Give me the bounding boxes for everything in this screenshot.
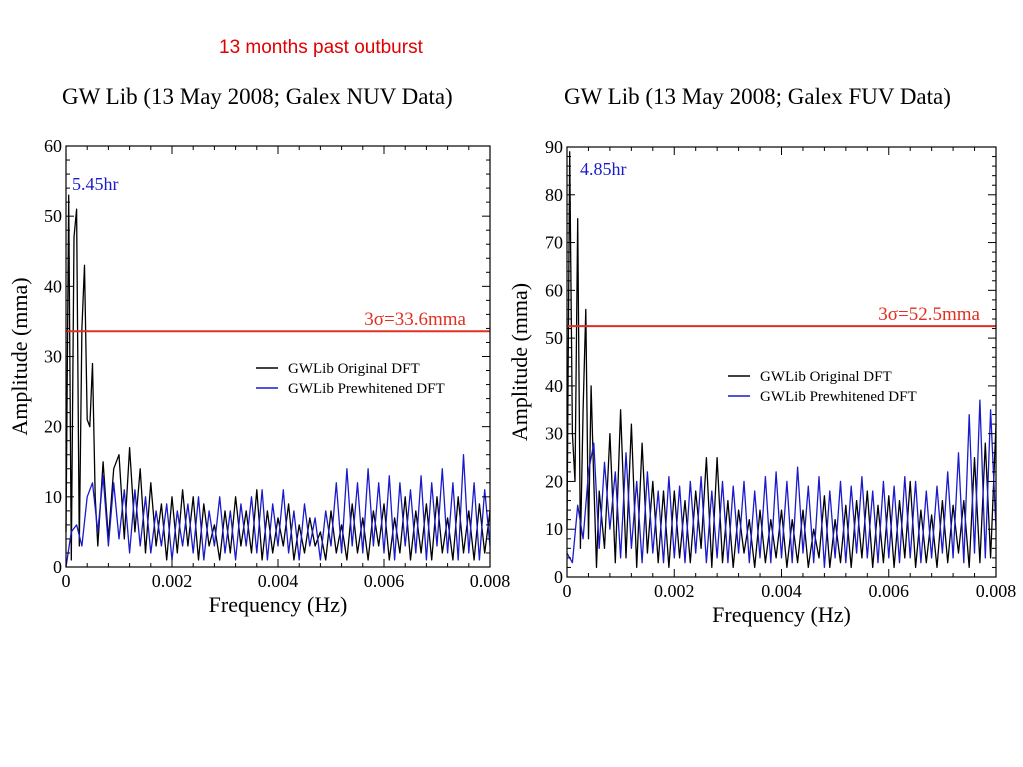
nuv-y-tick-label: 20 (44, 417, 62, 437)
fuv-legend-label-original: GWLib Original DFT (760, 369, 892, 385)
nuv-y-tick-label: 60 (44, 136, 62, 156)
chart-title-nuv: GW Lib (13 May 2008; Galex NUV Data) (62, 84, 453, 109)
fuv-x-axis-label: Frequency (Hz) (712, 602, 851, 627)
nuv-threshold-label: 3σ=33.6mma (364, 309, 466, 330)
fuv-series-original-line (566, 151, 997, 569)
fuv-y-tick-label: 0 (554, 567, 563, 587)
fuv-x-tick-label: 0 (563, 581, 572, 601)
nuv-x-tick-label: 0.008 (470, 571, 511, 591)
nuv-y-tick-label: 40 (44, 276, 62, 296)
fuv-x-tick-label: 0.002 (654, 581, 695, 601)
fuv-series-prewhitened-line (566, 399, 997, 569)
fuv-y-tick-label: 40 (545, 376, 563, 396)
fuv-y-tick-label: 80 (545, 185, 563, 205)
fuv-y-tick-label: 50 (545, 328, 563, 348)
fuv-peak-annotation: 4.85hr (580, 159, 627, 179)
fuv-x-tick-label: 0.006 (869, 581, 910, 601)
nuv-y-tick-label: 10 (44, 487, 62, 507)
fuv-threshold-label: 3σ=52.5mma (878, 304, 980, 325)
nuv-series-prewhitened-line (65, 454, 491, 568)
nuv-legend-label-original: GWLib Original DFT (288, 361, 420, 377)
nuv-x-tick-label: 0.002 (152, 571, 193, 591)
fuv-y-tick-label: 70 (545, 233, 563, 253)
nuv-x-tick-label: 0.006 (364, 571, 405, 591)
fuv-y-tick-label: 90 (545, 137, 563, 157)
nuv-x-tick-label: 0.004 (258, 571, 299, 591)
nuv-peak-annotation: 5.45hr (72, 174, 119, 194)
fuv-y-tick-label: 30 (545, 424, 563, 444)
fuv-y-tick-label: 20 (545, 471, 563, 491)
fuv-y-tick-label: 10 (545, 519, 563, 539)
chart-title-fuv: GW Lib (13 May 2008; Galex FUV Data) (564, 84, 951, 109)
nuv-legend-label-prewhitened: GWLib Prewhitened DFT (288, 381, 445, 397)
nuv-y-tick-label: 30 (44, 347, 62, 367)
nuv-y-tick-label: 0 (53, 557, 62, 577)
fuv-x-tick-label: 0.008 (976, 581, 1017, 601)
nuv-y-axis-label: Amplitude (mma) (7, 277, 32, 435)
nuv-x-tick-label: 0 (62, 571, 71, 591)
fuv-y-axis-label: Amplitude (mma) (507, 283, 532, 441)
nuv-y-tick-label: 50 (44, 206, 62, 226)
fuv-x-tick-label: 0.004 (761, 581, 802, 601)
nuv-x-axis-label: Frequency (Hz) (209, 592, 348, 617)
headline: 13 months past outburst (219, 37, 423, 58)
fuv-legend-label-prewhitened: GWLib Prewhitened DFT (760, 389, 917, 405)
fuv-y-tick-label: 60 (545, 280, 563, 300)
